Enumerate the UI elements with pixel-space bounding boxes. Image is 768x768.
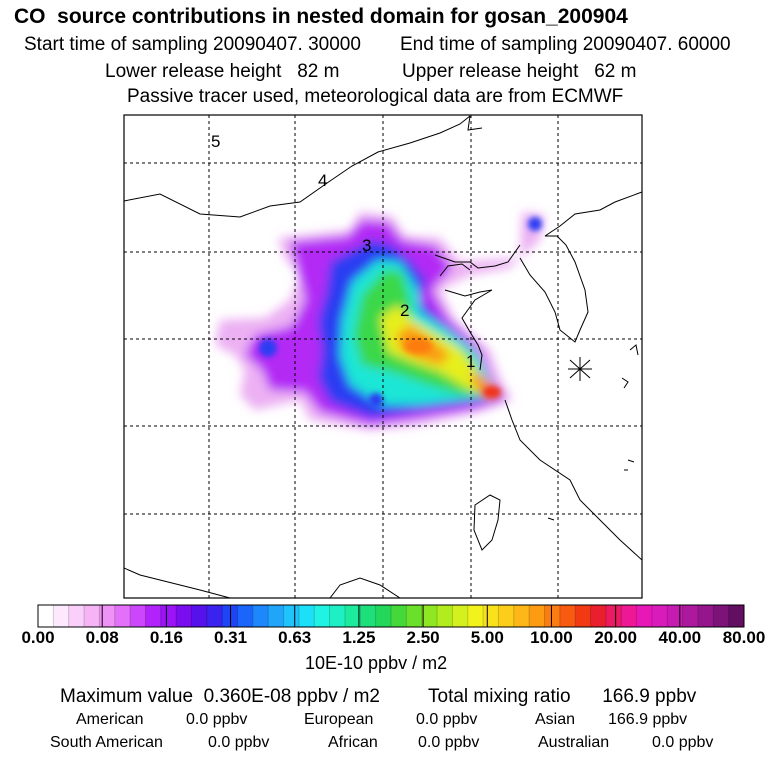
upper-release-text: Upper release height 62 m (402, 61, 637, 82)
colorbar-segment (544, 605, 561, 627)
colorbar-segment (252, 605, 269, 627)
colorbar-segment (667, 605, 684, 627)
colorbar-segment (713, 605, 730, 627)
colorbar-segment (651, 605, 668, 627)
label-1: 1 (466, 352, 475, 371)
colorbar-units: 10E-10 ppbv / m2 (305, 653, 448, 673)
max-value-text: Maximum value 0.360E-08 ppbv / m2 (60, 686, 380, 707)
total-mixing-text: Total mixing ratio 166.9 ppbv (428, 686, 697, 707)
colorbar-segment (697, 605, 714, 627)
colorbar-segment (53, 605, 70, 627)
colorbar-segment (145, 605, 162, 627)
colorbar-segment (130, 605, 146, 627)
colorbar-segment (621, 605, 638, 627)
colorbar-segment (114, 605, 131, 627)
colorbar-tick-label: 1.25 (342, 628, 376, 647)
asian-label: Asian (535, 711, 576, 728)
end-time-text: End time of sampling 20090407. 60000 (400, 34, 731, 55)
colorbar-segment (513, 605, 530, 627)
start-time-text: Start time of sampling 20090407. 30000 (24, 34, 361, 55)
colorbar-segment (329, 605, 346, 627)
colorbar-segment (160, 605, 177, 627)
colorbar-segment (421, 605, 438, 627)
colorbar-segment (191, 605, 208, 627)
colorbar-segment (38, 605, 54, 627)
colorbar-segment (559, 605, 576, 627)
coastlines-borders (124, 115, 642, 598)
tracer-note-text: Passive tracer used, meteorological data… (127, 86, 624, 107)
colorbar-segment (483, 605, 499, 627)
colorbar-segment (406, 605, 423, 627)
colorbar-tick-label: 0.31 (213, 628, 248, 647)
trajectory-labels: 5 4 3 2 1 (211, 132, 475, 371)
colorbar-segment (636, 605, 653, 627)
plume-layer (215, 212, 545, 430)
colorbar-segment (391, 605, 407, 627)
star-burst-icon (568, 357, 592, 381)
south-american-label: South American (50, 734, 163, 751)
lower-release-text: Lower release height 82 m (105, 61, 340, 82)
colorbar-segment (99, 605, 116, 627)
australian-label: Australian (538, 734, 610, 751)
colorbar-segment (68, 605, 85, 627)
colorbar-segment (237, 605, 254, 627)
colorbar-tick-label: 0.00 (21, 628, 55, 647)
colorbar-segment (298, 605, 315, 627)
european-label: European (304, 711, 374, 728)
colorbar-tick-label: 0.16 (149, 628, 183, 647)
colorbar-segment (575, 605, 592, 627)
colorbar-segment (467, 605, 484, 627)
colorbar-tick-label: 80.00 (722, 628, 766, 647)
colorbar-segment (590, 605, 607, 627)
european-value: 0.0 ppbv (416, 711, 478, 728)
colorbar-segment (314, 605, 331, 627)
colorbar-segment (375, 605, 392, 627)
label-4: 4 (318, 171, 327, 190)
colorbar-segment (176, 605, 192, 627)
colorbar-segment (728, 605, 745, 627)
colorbar-segment (344, 605, 361, 627)
colorbar-segment (605, 605, 622, 627)
asian-value: 166.9 ppbv (608, 711, 688, 728)
colorbar-segment (529, 605, 545, 627)
colorbar-segment (682, 605, 699, 627)
grid-lines (124, 115, 642, 598)
colorbar-segment (283, 605, 300, 627)
colorbar-tick-label: 0.63 (278, 628, 312, 647)
colorbar-segment (206, 605, 223, 627)
colorbar-tick-label: 40.00 (658, 628, 702, 647)
colorbar-tick-label: 10.00 (530, 628, 573, 647)
colorbar-segment (437, 605, 453, 627)
colorbar-tick-label: 0.08 (85, 628, 119, 647)
colorbar-tick-label: 5.00 (470, 628, 504, 647)
american-value: 0.0 ppbv (186, 711, 248, 728)
african-value: 0.0 ppbv (418, 734, 480, 751)
colorbar-tick-label: 2.50 (406, 628, 440, 647)
african-label: African (328, 734, 378, 751)
colorbar-segment (498, 605, 515, 627)
colorbar-segment (360, 605, 377, 627)
american-label: American (76, 711, 144, 728)
south-american-value: 0.0 ppbv (208, 734, 270, 751)
colorbar-tick-label: 20.00 (594, 628, 637, 647)
colorbar-segment (452, 605, 469, 627)
colorbar-segment (84, 605, 100, 627)
plot-title: CO source contributions in nested domain… (14, 5, 628, 28)
map-frame (123, 114, 643, 599)
label-2: 2 (400, 301, 409, 320)
label-3: 3 (362, 236, 371, 255)
colorbar-segment (268, 605, 285, 627)
australian-value: 0.0 ppbv (652, 734, 714, 751)
label-5: 5 (211, 132, 220, 151)
